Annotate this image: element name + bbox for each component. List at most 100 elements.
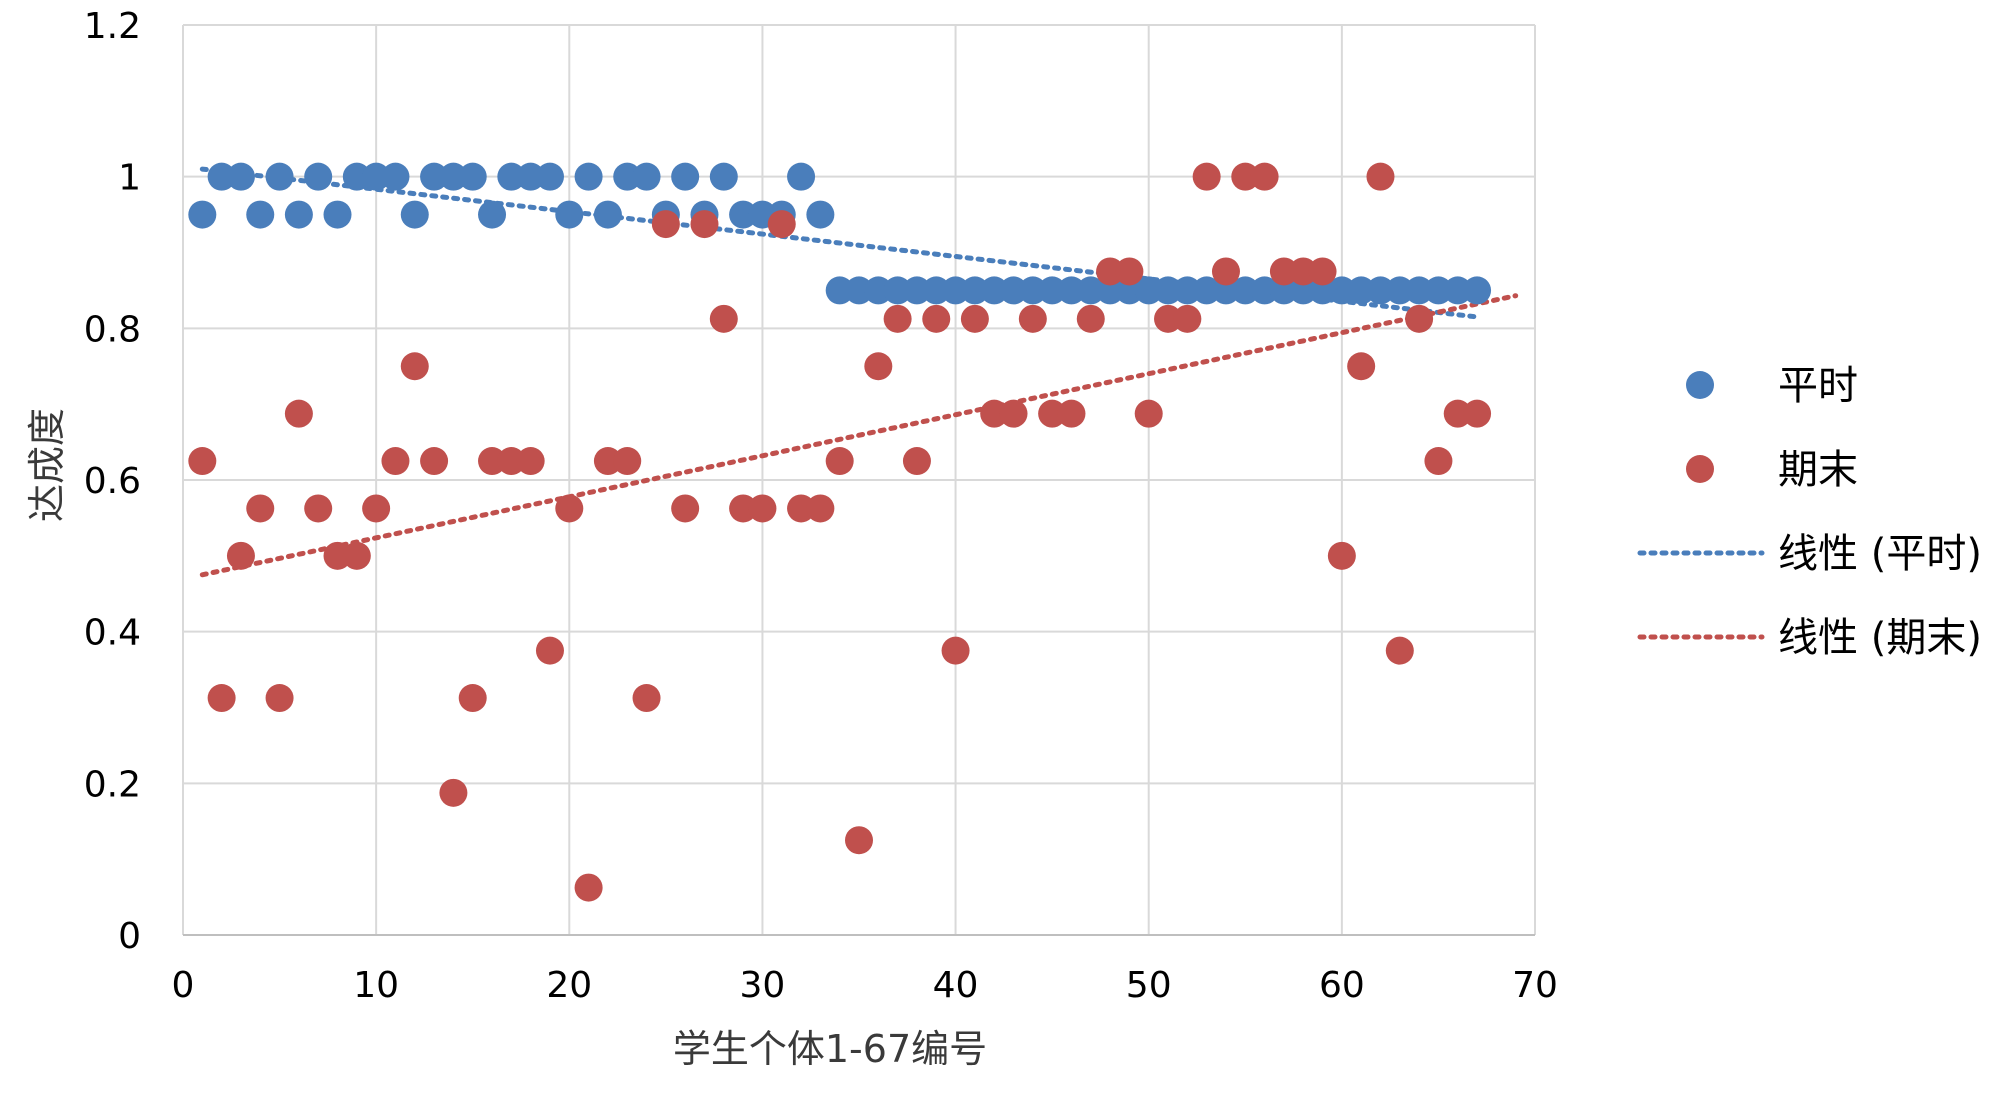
qimo-point [1424, 447, 1453, 476]
pingshi-point [574, 162, 603, 191]
pingshi-point [342, 162, 371, 191]
y-tick-label: 1.2 [84, 6, 141, 47]
pingshi-point [729, 200, 758, 229]
grid-lines [182, 24, 1536, 936]
qimo-point [825, 447, 854, 476]
qimo-point [381, 447, 410, 476]
pingshi-point [323, 200, 352, 229]
qimo-point [883, 304, 912, 333]
qimo-point [999, 399, 1028, 428]
pingshi-point [381, 162, 410, 191]
qimo-point [1463, 399, 1492, 428]
pingshi-point [1076, 276, 1105, 305]
pingshi-point [516, 162, 545, 191]
qimo-point [1347, 352, 1376, 381]
y-tick-label: 1 [118, 158, 141, 199]
qimo-point [1231, 162, 1260, 191]
pingshi-point [439, 162, 468, 191]
pingshi-point [1018, 276, 1047, 305]
legend-marker-qimo [1686, 455, 1714, 483]
y-tick-label: 0.4 [84, 613, 141, 654]
pingshi-point [535, 162, 564, 191]
qimo-point [478, 447, 507, 476]
x-tick-label: 20 [546, 965, 592, 1006]
pingshi-point [883, 276, 912, 305]
pingshi-point [1057, 276, 1086, 305]
qimo-point [941, 636, 970, 665]
qimo-point [1269, 257, 1298, 286]
pingshi-point [304, 162, 333, 191]
pingshi-point [960, 276, 989, 305]
pingshi-point [458, 162, 487, 191]
pingshi-point [1366, 276, 1395, 305]
y-tick-label: 0 [118, 916, 141, 957]
trendlines [199, 166, 1519, 578]
data-points [188, 162, 1492, 902]
qimo-point [362, 494, 391, 523]
qimo-point [613, 447, 642, 476]
pingshi-point [226, 162, 255, 191]
qimo-point [342, 541, 371, 570]
pingshi-point [941, 276, 970, 305]
pingshi-point [593, 200, 622, 229]
pingshi-point [246, 200, 275, 229]
qimo-point [1192, 162, 1221, 191]
pingshi-point [1250, 276, 1279, 305]
qimo-point [651, 210, 680, 239]
qimo-point [304, 494, 333, 523]
legend-label-pingshi: 平时 [1778, 363, 1858, 409]
qimo-point [1308, 257, 1337, 286]
pingshi-point [980, 276, 1009, 305]
pingshi-point [787, 162, 816, 191]
x-tick-label: 50 [1126, 965, 1172, 1006]
pingshi-point [671, 162, 700, 191]
qimo-point [1366, 162, 1395, 191]
y-tick-label: 0.2 [84, 764, 141, 805]
pingshi-point [922, 276, 951, 305]
qimo-point [845, 826, 873, 855]
y-axis-title: 达成度 [25, 408, 69, 522]
qimo-point [1038, 399, 1067, 428]
qimo-point [787, 494, 816, 523]
pingshi-point [806, 200, 835, 229]
qimo-point [439, 778, 468, 807]
pingshi-point [1405, 276, 1434, 305]
legend-trend-label-qimo: 线性 (期末) [1778, 615, 1982, 661]
qimo-point [574, 873, 603, 902]
qimo-point [1076, 304, 1105, 333]
pingshi-point [632, 162, 661, 191]
qimo-point [767, 210, 796, 239]
pingshi-point [400, 200, 429, 229]
qimo-point [246, 494, 275, 523]
pingshi-point [188, 200, 217, 229]
qimo-point [555, 494, 584, 523]
qimo-point [1173, 304, 1202, 333]
qimo-point [188, 447, 217, 476]
pingshi-point [497, 162, 526, 191]
pingshi-point [1192, 276, 1221, 305]
qimo-point [1211, 257, 1240, 286]
pingshi-point [845, 276, 873, 305]
pingshi-point [1347, 276, 1376, 305]
qimo-point [922, 304, 951, 333]
qimo-point [1405, 304, 1434, 333]
qimo-point [458, 684, 487, 713]
pingshi-point [1154, 276, 1183, 305]
pingshi-point [207, 162, 236, 191]
qimo-point [1154, 304, 1183, 333]
pingshi-point [864, 276, 893, 305]
pingshi-point [902, 276, 931, 305]
qimo-point [207, 684, 236, 713]
pingshi-point [1385, 276, 1414, 305]
pingshi-point [362, 162, 391, 191]
qimo-point [593, 447, 622, 476]
qimo-point [1443, 399, 1472, 428]
pingshi-point [478, 200, 507, 229]
x-tick-label: 70 [1512, 965, 1558, 1006]
qimo-point [806, 494, 835, 523]
qimo-point [690, 210, 719, 239]
legend-label-qimo: 期末 [1778, 447, 1858, 493]
qimo-point [497, 447, 526, 476]
qimo-point [1018, 304, 1047, 333]
